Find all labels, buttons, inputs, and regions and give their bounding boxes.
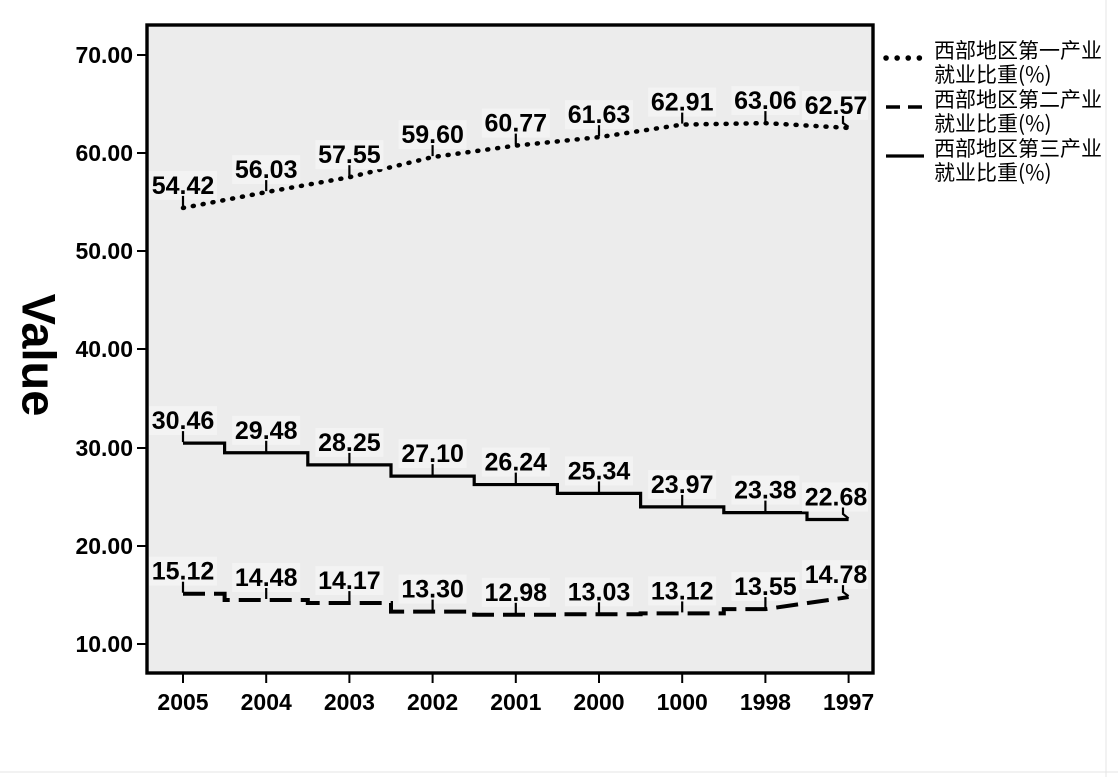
- svg-text:13.12: 13.12: [651, 577, 714, 605]
- svg-text:59.60: 59.60: [401, 121, 464, 149]
- svg-text:2002: 2002: [407, 689, 458, 715]
- svg-text:13.30: 13.30: [401, 576, 464, 604]
- svg-text:14.17: 14.17: [318, 567, 381, 595]
- svg-text:23.38: 23.38: [734, 477, 797, 505]
- svg-text:10.00: 10.00: [75, 631, 133, 657]
- svg-text:2000: 2000: [573, 689, 624, 715]
- svg-text:60.00: 60.00: [75, 140, 133, 166]
- svg-text:62.91: 62.91: [651, 89, 714, 117]
- svg-text:63.06: 63.06: [734, 87, 797, 115]
- svg-text:15.12: 15.12: [152, 558, 215, 586]
- svg-text:13.55: 13.55: [734, 573, 797, 601]
- svg-text:1997: 1997: [823, 689, 874, 715]
- svg-text:1998: 1998: [740, 689, 791, 715]
- svg-text:2001: 2001: [490, 689, 541, 715]
- svg-text:14.78: 14.78: [805, 561, 868, 589]
- svg-text:29.48: 29.48: [235, 417, 298, 445]
- svg-text:62.57: 62.57: [805, 92, 868, 120]
- svg-text:12.98: 12.98: [485, 579, 548, 607]
- svg-text:30.00: 30.00: [75, 435, 133, 461]
- svg-text:28.25: 28.25: [318, 429, 381, 457]
- svg-text:56.03: 56.03: [235, 156, 298, 184]
- svg-text:2004: 2004: [241, 689, 292, 715]
- svg-text:60.77: 60.77: [485, 110, 548, 138]
- svg-text:1000: 1000: [657, 689, 708, 715]
- svg-text:2003: 2003: [324, 689, 375, 715]
- svg-text:70.00: 70.00: [75, 42, 133, 68]
- svg-text:61.63: 61.63: [568, 101, 631, 129]
- svg-text:26.24: 26.24: [485, 449, 548, 477]
- svg-text:57.55: 57.55: [318, 141, 381, 169]
- svg-text:23.97: 23.97: [651, 471, 714, 499]
- svg-text:20.00: 20.00: [75, 533, 133, 559]
- svg-text:14.48: 14.48: [235, 564, 298, 592]
- svg-text:13.03: 13.03: [568, 578, 631, 606]
- svg-text:30.46: 30.46: [152, 407, 215, 435]
- svg-text:25.34: 25.34: [568, 457, 631, 485]
- svg-text:22.68: 22.68: [805, 484, 868, 512]
- svg-text:27.10: 27.10: [401, 440, 464, 468]
- svg-text:2005: 2005: [157, 689, 208, 715]
- svg-text:50.00: 50.00: [75, 238, 133, 264]
- svg-text:就业比重(%): 就业比重(%): [934, 157, 1052, 187]
- svg-text:40.00: 40.00: [75, 336, 133, 362]
- svg-text:54.42: 54.42: [152, 172, 215, 200]
- svg-text:Value: Value: [13, 294, 66, 417]
